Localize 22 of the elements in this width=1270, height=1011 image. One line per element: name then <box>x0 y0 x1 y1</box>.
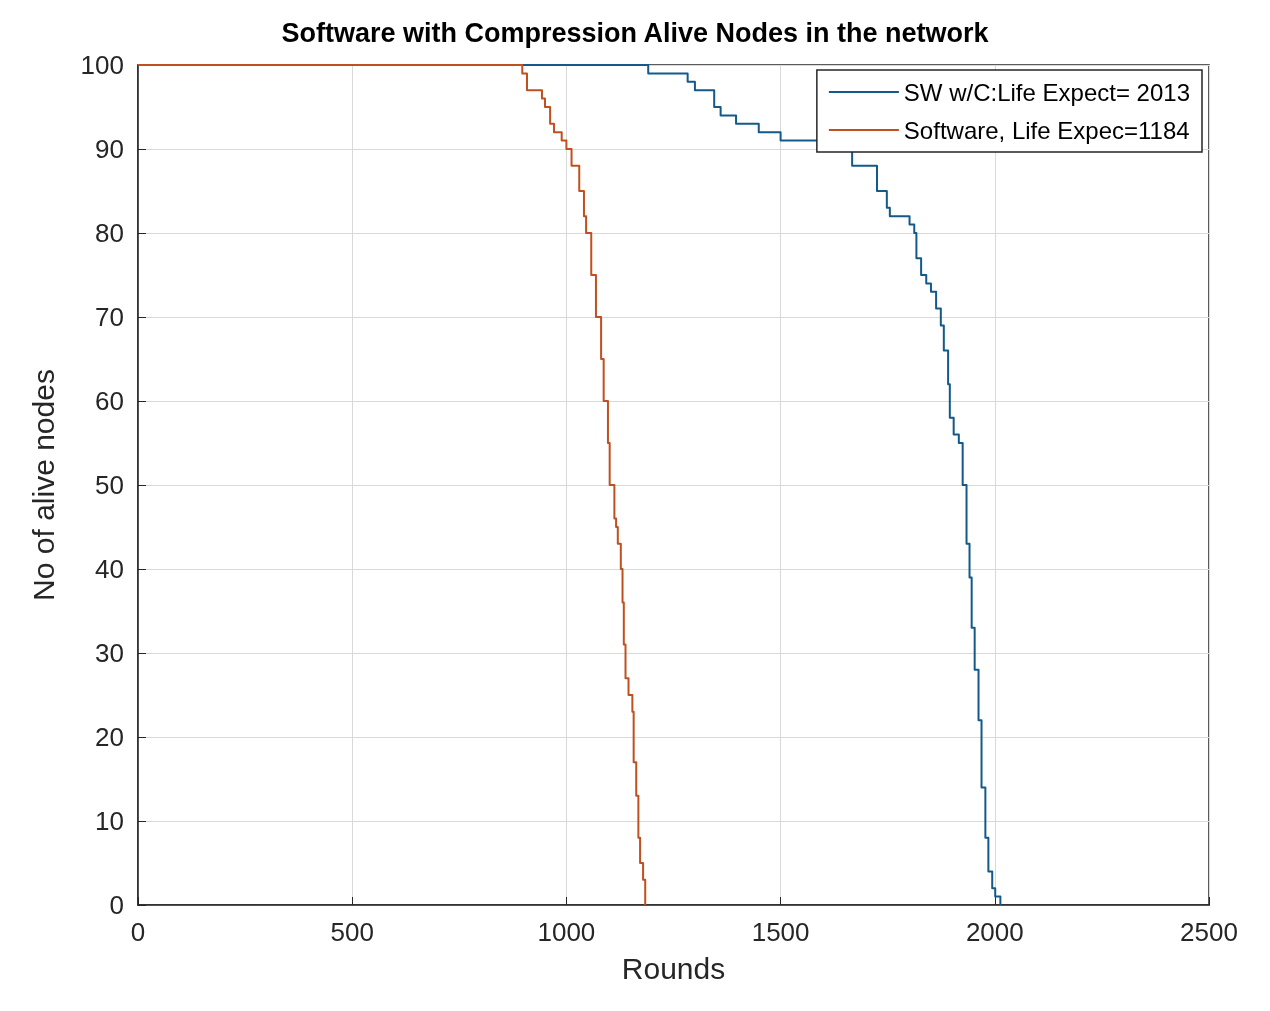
x-tick-label: 500 <box>330 917 374 947</box>
y-tick-label: 70 <box>95 302 124 332</box>
y-tick-label: 0 <box>109 890 124 920</box>
y-tick-label: 10 <box>95 806 124 836</box>
x-tick-label: 1000 <box>537 917 596 947</box>
x-tick-label: 2500 <box>1180 917 1238 947</box>
y-tick-label: 80 <box>95 218 124 248</box>
y-tick-label: 90 <box>95 134 124 164</box>
x-tick-label: 0 <box>130 917 146 947</box>
chart-title: Software with Compression Alive Nodes in the network <box>281 17 990 48</box>
y-tick-label: 20 <box>95 722 124 752</box>
x-axis-title: Rounds <box>621 951 726 985</box>
y-tick-label: 50 <box>95 470 124 500</box>
y-tick-label: 60 <box>95 386 124 416</box>
y-axis-title: No of alive nodes <box>26 369 60 601</box>
legend-label: Software, Life Expec=1184 <box>903 116 1190 144</box>
legend-label: SW w/C:Life Expect= 2013 <box>903 78 1190 106</box>
y-tick-label: 100 <box>80 50 124 80</box>
y-tick-label: 40 <box>95 554 124 584</box>
y-tick-label: 30 <box>95 638 124 668</box>
x-tick-label: 2000 <box>965 917 1024 947</box>
x-tick-label: 1500 <box>751 917 810 947</box>
